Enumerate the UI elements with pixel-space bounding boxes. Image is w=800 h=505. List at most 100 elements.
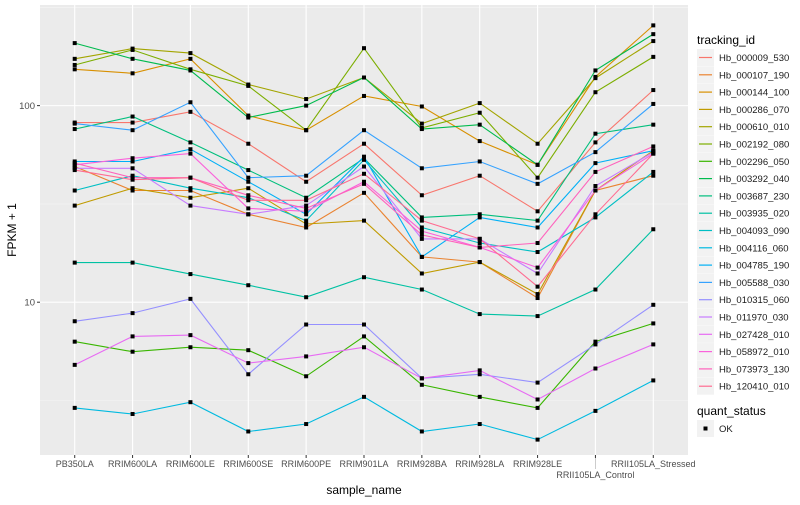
data-point: [130, 156, 135, 161]
data-point: [535, 284, 540, 289]
legend: tracking_id Hb_000009_530 Hb_000107_190 Hb…: [697, 33, 789, 437]
data-point: [72, 260, 77, 265]
data-point: [304, 295, 309, 300]
data-point: [246, 83, 251, 88]
data-point: [535, 225, 540, 230]
y-tick-label: 10: [24, 298, 35, 309]
data-point: [651, 88, 656, 93]
data-point: [246, 283, 251, 288]
data-point: [593, 76, 598, 81]
data-point: [477, 215, 482, 220]
data-point: [535, 380, 540, 385]
x-tick-label: PB350LA: [56, 459, 94, 469]
data-point: [304, 374, 309, 379]
data-point: [246, 115, 251, 120]
x-axis: PB350LA RRIM600LA RRIM600LE RRIM600SE RRIM60…: [56, 455, 696, 480]
data-point: [362, 345, 366, 350]
data-point: [419, 271, 424, 276]
data-point: [246, 212, 251, 217]
data-point: [362, 154, 366, 159]
data-point: [246, 141, 251, 146]
data-point: [477, 139, 482, 144]
data-point: [130, 260, 135, 265]
data-point: [72, 41, 77, 46]
data-point: [304, 322, 309, 327]
legend-label: Hb_000610_010: [719, 122, 789, 133]
data-point: [188, 56, 193, 61]
data-point: [477, 372, 482, 377]
data-point: [535, 437, 540, 442]
data-point: [535, 292, 540, 297]
data-point: [246, 429, 251, 434]
data-point: [419, 254, 424, 259]
data-point: [72, 319, 77, 324]
data-point: [535, 209, 540, 214]
data-point: [246, 195, 251, 200]
legend-label: Hb_058972_010: [719, 347, 789, 358]
legend-label: Hb_003935_020: [719, 209, 789, 220]
data-point: [593, 342, 598, 347]
data-point: [304, 203, 309, 208]
data-point: [477, 212, 482, 217]
data-point: [362, 275, 366, 280]
x-tick-label: RRIM928LE: [513, 459, 562, 469]
data-point: [651, 173, 656, 178]
data-point: [130, 188, 135, 193]
data-point: [593, 161, 598, 166]
data-point: [72, 405, 77, 410]
data-point: [535, 265, 540, 270]
data-point: [188, 68, 193, 73]
data-point: [477, 394, 482, 399]
legend-label: Hb_004093_090: [719, 226, 789, 237]
data-point: [419, 429, 424, 434]
data-point: [188, 296, 193, 301]
data-point: [246, 361, 251, 366]
data-point: [72, 168, 77, 173]
legend-label: Hb_073973_130: [719, 364, 789, 375]
data-point: [130, 186, 135, 191]
data-point: [246, 206, 251, 211]
data-point: [593, 140, 598, 145]
data-point: [651, 169, 656, 174]
data-point: [246, 186, 251, 191]
data-point: [130, 166, 135, 171]
data-point: [246, 175, 251, 180]
data-point: [246, 193, 251, 198]
data-point: [651, 342, 656, 347]
data-point: [535, 271, 540, 276]
data-point: [130, 177, 135, 182]
data-point: [188, 400, 193, 405]
legend-label: Hb_004785_190: [719, 261, 789, 272]
x-tick-label: RRIM600LE: [166, 459, 215, 469]
data-point: [419, 229, 424, 234]
data-point: [130, 334, 135, 339]
data-point: [72, 62, 77, 67]
data-point: [362, 93, 366, 98]
data-point: [593, 339, 598, 344]
x-tick-label: RRII105LA_Control: [556, 470, 634, 480]
data-point: [477, 236, 482, 241]
data-point: [477, 159, 482, 164]
data-point: [477, 368, 482, 373]
data-point: [304, 195, 309, 200]
data-point: [362, 190, 366, 195]
data-point: [477, 110, 482, 115]
data-point: [72, 67, 77, 72]
data-point: [304, 103, 309, 108]
data-point: [304, 212, 309, 217]
data-point: [362, 75, 366, 80]
data-point: [535, 314, 540, 319]
data-point: [130, 175, 135, 180]
data-point: [304, 422, 309, 427]
x-tick-label: RRIM600SE: [223, 459, 273, 469]
data-point: [304, 179, 309, 184]
legend-label: Hb_010315_060: [719, 295, 789, 306]
data-point: [246, 168, 251, 173]
legend-label: Hb_011970_030: [719, 313, 789, 324]
x-tick-label: RRIM901LA: [339, 459, 388, 469]
legend-label: Hb_120410_010: [719, 382, 789, 393]
data-point: [188, 333, 193, 338]
data-point: [593, 131, 598, 136]
data-point: [362, 164, 366, 169]
data-point: [72, 56, 77, 61]
